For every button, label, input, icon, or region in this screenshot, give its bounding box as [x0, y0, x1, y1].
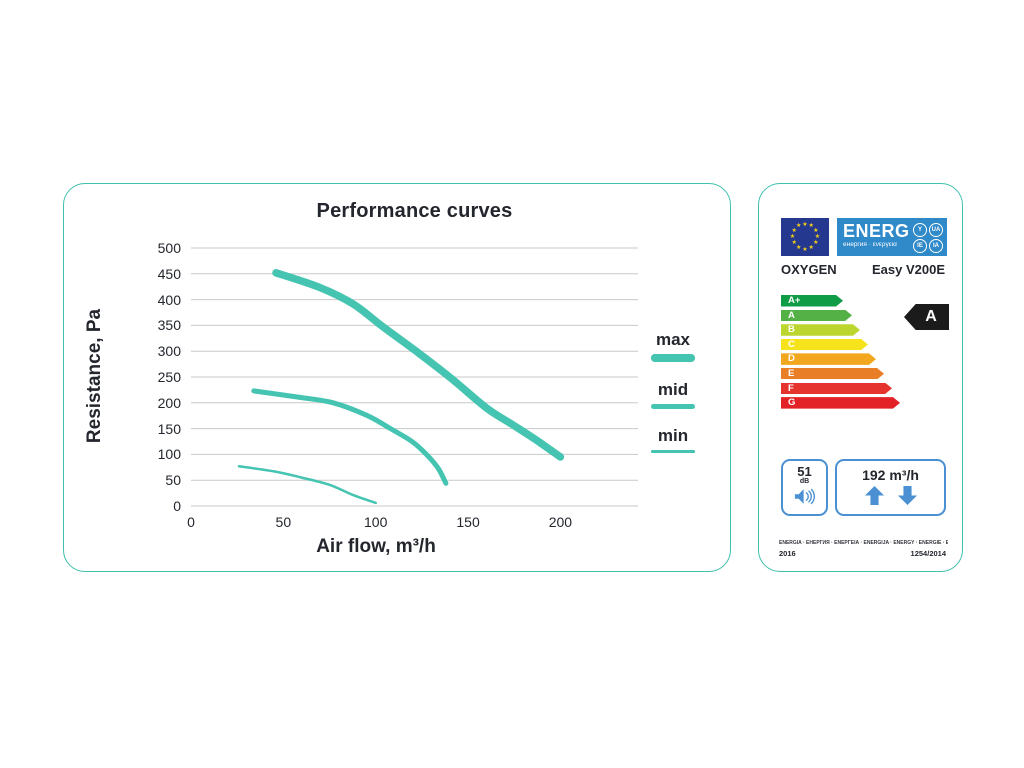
eu-star-icon: ★ [814, 234, 821, 240]
legend-line-sample [651, 450, 695, 453]
energy-class-a+: A+ [781, 295, 843, 307]
x-tick-label: 50 [275, 514, 292, 530]
energy-rating-arrow: A [904, 304, 949, 330]
energ-badge: UA [929, 223, 943, 237]
y-tick-label: 350 [157, 317, 181, 334]
energy-class-e: E [781, 368, 884, 380]
energ-badge: Y [913, 223, 927, 237]
x-tick-label: 150 [456, 514, 480, 530]
x-tick-label: 200 [548, 514, 573, 530]
energ-language-badges: Y UA IE IA [913, 223, 943, 253]
airflow-value: 192 m³/h [862, 467, 919, 483]
arrow-up-icon [864, 486, 884, 505]
y-tick-label: 400 [157, 291, 181, 308]
energy-class-g: G [781, 397, 900, 409]
speaker-icon [794, 488, 815, 505]
chart-title: Performance curves [316, 200, 513, 222]
y-tick-label: 500 [157, 240, 181, 256]
energy-class-c: C [781, 339, 868, 351]
energ-badge: IE [913, 239, 927, 253]
y-tick-label: 0 [173, 498, 181, 514]
label-year: 2016 [779, 549, 796, 558]
legend-item-max: max [650, 330, 696, 362]
model-name: Easy V200E [871, 262, 945, 277]
noise-box: 51 dB [781, 459, 828, 516]
energ-text: ENERG енергия · ενεργεια [843, 221, 910, 253]
energy-class-f: F [781, 383, 892, 395]
y-tick-label: 150 [157, 420, 181, 437]
eu-star-icon: ★ [802, 246, 808, 253]
legend-item-min: min [650, 426, 696, 453]
energ-badge: IA [929, 239, 943, 253]
arrow-down-icon [897, 486, 917, 505]
eu-star-icon: ★ [791, 240, 797, 247]
y-tick-label: 200 [157, 394, 181, 411]
eu-star-icon: ★ [808, 244, 814, 251]
energ-word: ENERG [843, 221, 910, 241]
energy-rating-value: A [925, 308, 937, 325]
x-axis-label: Air flow, m³/h [316, 536, 436, 557]
eu-flag-icon: ★ ★ ★ ★ ★ ★ ★ ★ ★ ★ ★ ★ [781, 218, 829, 256]
energy-class-scale: A+ A B C D E F G [781, 295, 900, 412]
energy-class-d: D [781, 353, 876, 365]
eu-star-icon: ★ [808, 223, 814, 230]
brand-name: OXYGEN [781, 262, 837, 277]
curve-min [237, 465, 377, 505]
regulation-number: 1254/2014 [910, 549, 946, 558]
y-tick-label: 250 [157, 369, 181, 385]
x-tick-label: 100 [364, 514, 388, 530]
eu-star-icon: ★ [789, 234, 796, 240]
noise-value: 51 [797, 464, 812, 479]
brand-row: OXYGEN Easy V200E [781, 262, 945, 277]
x-tick-label: 0 [187, 514, 195, 530]
legend-item-mid: mid [650, 380, 696, 409]
chart-plot [191, 247, 638, 507]
eu-star-icon: ★ [796, 244, 802, 251]
curve-max [272, 269, 565, 461]
airflow-arrows [837, 486, 944, 505]
legend-label: mid [657, 380, 689, 399]
legend-label: max [655, 330, 691, 349]
legend-line-sample [651, 404, 695, 409]
performance-chart-card: Performance curves Resistance, Pa Air fl… [63, 183, 731, 572]
energy-footer-languages: ENERGIA · ЕНЕРГИЯ · ΕΝΕΡΓΕΙΑ · ENERGIJA … [779, 540, 948, 546]
energy-regulation-row: 2016 1254/2014 [779, 549, 946, 558]
airflow-box: 192 m³/h [835, 459, 946, 516]
y-tick-label: 450 [157, 265, 181, 282]
eu-star-icon: ★ [813, 240, 819, 247]
legend-label: min [657, 426, 689, 445]
y-tick-label: 100 [157, 446, 181, 463]
noise-unit: dB [799, 478, 810, 485]
curve-mid [251, 388, 449, 486]
eu-star-icon: ★ [813, 227, 819, 234]
eu-star-icon: ★ [802, 221, 808, 228]
eu-star-icon: ★ [791, 227, 797, 234]
energy-class-a: A [781, 310, 852, 322]
eu-star-icon: ★ [796, 223, 802, 230]
energ-subtext: енергия · ενεργεια [843, 241, 897, 248]
y-tick-label: 300 [157, 343, 181, 360]
y-tick-label: 50 [165, 472, 181, 489]
legend-line-sample [651, 354, 695, 362]
energ-logo: ENERG енергия · ενεργεια Y UA IE IA [837, 218, 947, 256]
energy-class-b: B [781, 324, 860, 336]
